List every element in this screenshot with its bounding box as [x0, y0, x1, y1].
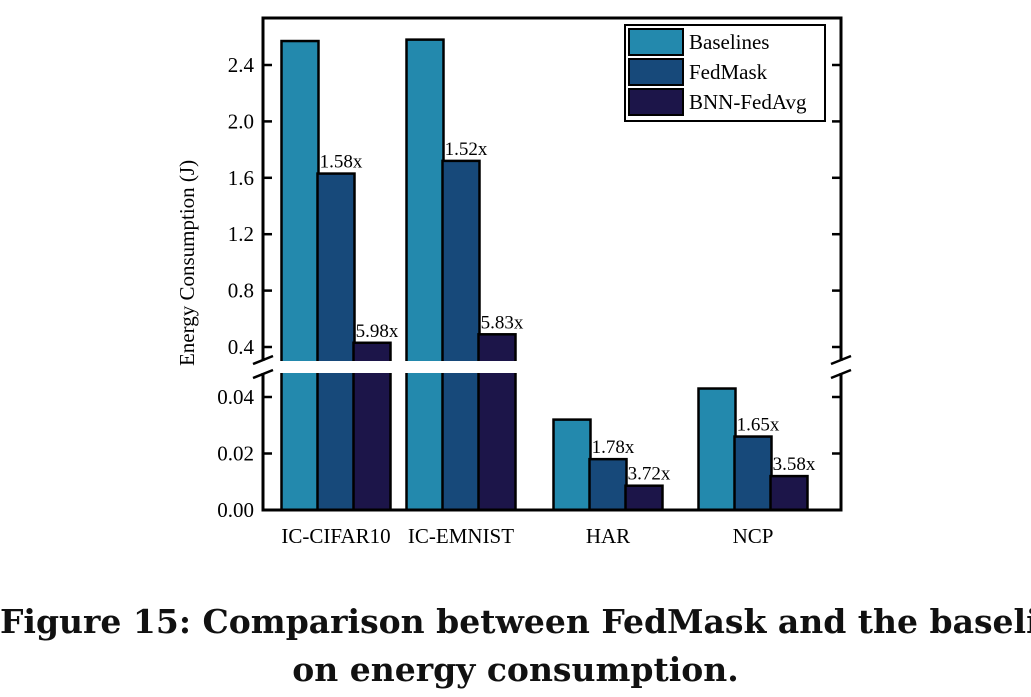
x-tick-label-ncp: NCP — [733, 524, 774, 548]
y-tick-label: 0.00 — [217, 498, 254, 522]
data-label-bnn-fedavg-ncp: 3.58x — [773, 454, 816, 475]
y-tick-label: 1.2 — [228, 222, 254, 246]
bar-chart: 0.00 0.02 0.04 0.4 0.8 1.2 1.6 2.0 2.4 IC-CIFAR10… — [175, 16, 852, 548]
bar-bnn-fedavg-ncp — [769, 474, 809, 512]
data-label-fedmask-ic-emnist: 1.52x — [445, 139, 488, 160]
bar-baselines-har — [552, 418, 592, 512]
bar-baselines-ncp — [697, 387, 737, 512]
bar-fedmask-ic-emnist — [441, 159, 481, 512]
axis-break-gap — [255, 361, 849, 373]
data-label-bnn-fedavg-ic-emnist: 5.83x — [481, 312, 524, 333]
data-label-fedmask-har: 1.78x — [592, 437, 635, 458]
legend-swatch-baselines — [628, 28, 684, 56]
y-tick-label: 0.4 — [228, 335, 255, 359]
x-tick-label-ic-cifar10: IC-CIFAR10 — [281, 524, 390, 548]
labels-layer: 0.00 0.02 0.04 0.4 0.8 1.2 1.6 2.0 2.4 IC-CIFAR10… — [217, 53, 816, 548]
bar-bnn-fedavg-har — [624, 484, 664, 512]
data-label-fedmask-ic-cifar10: 1.58x — [320, 152, 363, 173]
y-tick-label: 0.02 — [217, 442, 254, 466]
bar-fedmask-ncp — [733, 435, 773, 512]
axis-break-mark-left-bottom — [252, 368, 274, 380]
legend-swatch-bnn-fedavg — [628, 88, 684, 116]
bar-baselines-ic-emnist — [405, 38, 445, 512]
y-tick-label: 2.4 — [228, 53, 255, 77]
axis-break-mark-left-top — [252, 354, 274, 366]
x-tick-label-ic-emnist: IC-EMNIST — [408, 524, 514, 548]
y-tick-label: 0.04 — [217, 385, 254, 409]
bar-bnn-fedavg-ic-emnist — [477, 333, 517, 512]
bar-fedmask-har — [588, 457, 628, 512]
axis-break-mark-right-bottom — [830, 368, 852, 380]
y-axis-label: Energy Consumption (J) — [175, 160, 199, 366]
y-tick-label: 1.6 — [228, 166, 254, 190]
data-label-bnn-fedavg-ic-cifar10: 5.98x — [356, 321, 399, 342]
legend-label-bnn-fedavg: BNN-FedAvg — [689, 90, 807, 114]
axis-break-mark-right-top — [830, 354, 852, 366]
legend-swatch-fedmask — [628, 58, 684, 86]
legend-label-baselines: Baselines — [689, 30, 769, 54]
bar-fedmask-ic-cifar10 — [316, 172, 356, 512]
caption-line-1: Figure 15: Comparison between FedMask an… — [0, 602, 1031, 641]
x-tick-label-har: HAR — [586, 524, 630, 548]
data-label-bnn-fedavg-har: 3.72x — [628, 464, 671, 485]
figure-caption: Figure 15: Comparison between FedMask an… — [0, 598, 1031, 694]
data-label-fedmask-ncp: 1.65x — [737, 415, 780, 436]
axis-layer — [252, 16, 852, 512]
legend: Baselines FedMask BNN-FedAvg — [624, 24, 826, 122]
bar-baselines-ic-cifar10 — [280, 39, 320, 512]
plot-frame — [261, 16, 843, 512]
y-tick-label: 2.0 — [228, 109, 254, 133]
legend-label-fedmask: FedMask — [689, 60, 768, 84]
caption-line-2: on energy consumption. — [292, 650, 739, 689]
y-tick-label: 0.8 — [228, 279, 254, 303]
